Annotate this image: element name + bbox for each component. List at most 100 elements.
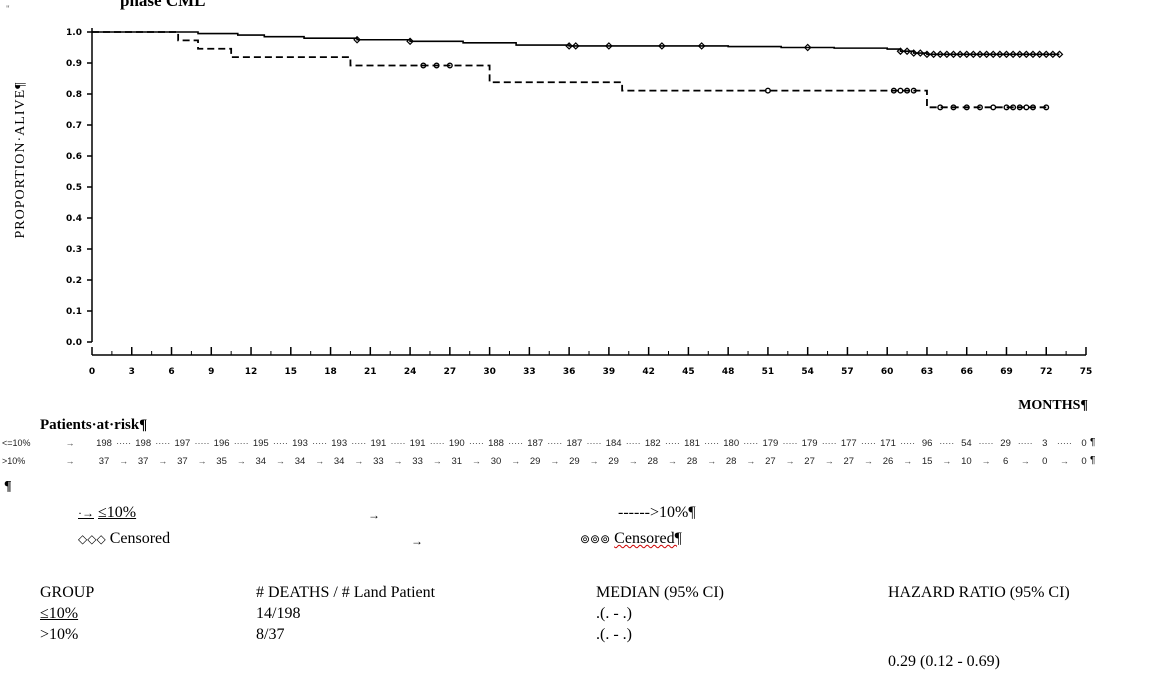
risk-count: 33 (373, 456, 384, 467)
stats-row2-group: >10% (40, 626, 79, 643)
x-tick-label: 72 (1040, 367, 1053, 377)
risk-count: 197 (174, 438, 191, 449)
risk-count: 187 (527, 438, 544, 449)
risk-separator-icon: → (315, 456, 325, 466)
risk-count: 193 (292, 438, 308, 449)
stats-row1-group: ≤10% (40, 605, 79, 622)
chart-axes (91, 28, 1086, 356)
censor-circle (1016, 104, 1023, 111)
censor-marks (353, 35, 1064, 111)
risk-separator-icon: ····· (900, 438, 916, 448)
risk-separator-icon: → (275, 456, 285, 466)
stats-header-hazard: HAZARD RATIO (95% CI) (888, 584, 1070, 601)
y-tick-label: 0.1 (66, 307, 82, 317)
x-tick-label: 75 (1080, 367, 1093, 377)
x-axis-label: MONTHS¶ (1018, 398, 1088, 413)
curve-gt10 (92, 31, 1047, 109)
censor-circle (420, 62, 427, 69)
risk-separator-icon: → (354, 456, 364, 466)
censor-circle (904, 87, 911, 94)
risk-count: 15 (921, 456, 933, 467)
risk-separator-icon: ····· (155, 438, 171, 448)
risk-separator-icon: → (981, 456, 991, 466)
risk-count: 179 (801, 438, 818, 449)
censor-diamond (571, 42, 580, 50)
censor-circle (1043, 104, 1050, 111)
risk-count: 6 (1002, 456, 1009, 467)
censor-circle (764, 87, 771, 94)
y-tick-label: 0.5 (66, 183, 82, 193)
censor-diamond (903, 47, 911, 56)
legend-censored-dashed-label: Censored¶ (614, 530, 682, 547)
risk-separator-icon: ····· (821, 438, 837, 448)
y-tick-label: 1.0 (66, 28, 82, 38)
risk-separator-icon: ····· (1056, 438, 1072, 448)
stats-header-deaths: # DEATHS / # Land Patient (256, 584, 436, 601)
risk-count: 198 (135, 438, 152, 449)
risk-separator-icon: ····· (978, 438, 994, 448)
x-tick-label: 15 (285, 367, 298, 377)
censor-circle (433, 62, 440, 69)
y-tick-label: 0.7 (66, 121, 82, 131)
risk-count: 29 (1000, 438, 1011, 449)
x-tick-label: 12 (245, 367, 258, 377)
x-tick-label: 21 (364, 367, 377, 377)
legend-tab-arrow-2: → (411, 534, 423, 548)
x-tick-label: 54 (801, 367, 814, 377)
risk-separator-icon: ····· (351, 438, 367, 448)
y-axis-label: PROPORTION·ALIVE¶ (13, 81, 28, 238)
risk-separator-icon: → (236, 456, 246, 466)
risk-separator-icon: → (550, 456, 560, 466)
censor-diamond (1055, 50, 1064, 59)
risk-row-end-mark: ¶ (1090, 437, 1096, 448)
hazard-ratio-value: 0.29 (0.12 - 0.69) (888, 653, 1000, 670)
risk-count: 27 (765, 456, 776, 467)
censor-diamond (916, 49, 925, 57)
risk-separator-icon: ····· (116, 438, 132, 448)
risk-separator-icon: → (903, 456, 913, 466)
x-tick-label: 0 (89, 367, 95, 377)
y-tick-label: 0.2 (66, 276, 82, 286)
risk-count: 30 (490, 456, 502, 467)
risk-count: 10 (961, 456, 972, 467)
censor-circle (990, 104, 997, 111)
stats-row2-median: .(. - .) (596, 626, 632, 643)
corner-mark: " (6, 4, 10, 14)
censor-circle (1023, 104, 1030, 111)
x-tick-label: 39 (603, 367, 616, 377)
risk-separator-icon: ····· (468, 438, 484, 448)
legend-censored-solid: ◇◇◇ Censored (78, 530, 170, 548)
risk-separator-icon: ····· (586, 438, 602, 448)
risk-count: 29 (608, 456, 619, 467)
y-tick-label: 0.6 (66, 152, 82, 162)
risk-count: 188 (488, 438, 504, 449)
risk-count: 171 (880, 438, 896, 449)
y-tick-labels: 0.0 0.1 0.2 0.3 0.4 0.5 0.6 0.7 0.8 0.9 1.0 (66, 28, 92, 348)
risk-separator-icon: ····· (625, 438, 641, 448)
risk-count: 37 (137, 456, 149, 467)
risk-count: 198 (96, 438, 112, 449)
risk-count: 27 (843, 456, 855, 467)
risk-separator-icon: → (1020, 456, 1030, 466)
risk-separator-icon: ····· (704, 438, 720, 448)
censor-circle (910, 87, 917, 94)
x-tick-label: 69 (1000, 367, 1013, 377)
censor-diamond (697, 42, 706, 50)
risk-separator-icon: ····· (664, 438, 680, 448)
legend-dashed-entry: ------>10%¶ (618, 504, 696, 521)
risk-separator-icon: → (628, 456, 638, 466)
risk-count: 37 (98, 456, 110, 467)
y-tick-label: 0.8 (66, 90, 82, 100)
risk-count: 180 (723, 438, 740, 449)
stats-row1-median: .(. - .) (596, 605, 632, 622)
risk-separator-icon: ····· (429, 438, 445, 448)
risk-separator-icon: → (158, 456, 168, 466)
survival-chart: 0.00.10.20.30.40.50.60.70.80.91.0 0 3 6 9 12… (13, 28, 1093, 413)
risk-separator-icon: → (119, 456, 129, 466)
censor-circle (1010, 104, 1017, 111)
risk-count: 35 (216, 456, 227, 467)
risk-count: 37 (177, 456, 188, 467)
risk-count: 0 (1081, 438, 1087, 449)
risk-separator-icon: → (471, 456, 481, 466)
x-tick-label: 30 (483, 367, 496, 377)
